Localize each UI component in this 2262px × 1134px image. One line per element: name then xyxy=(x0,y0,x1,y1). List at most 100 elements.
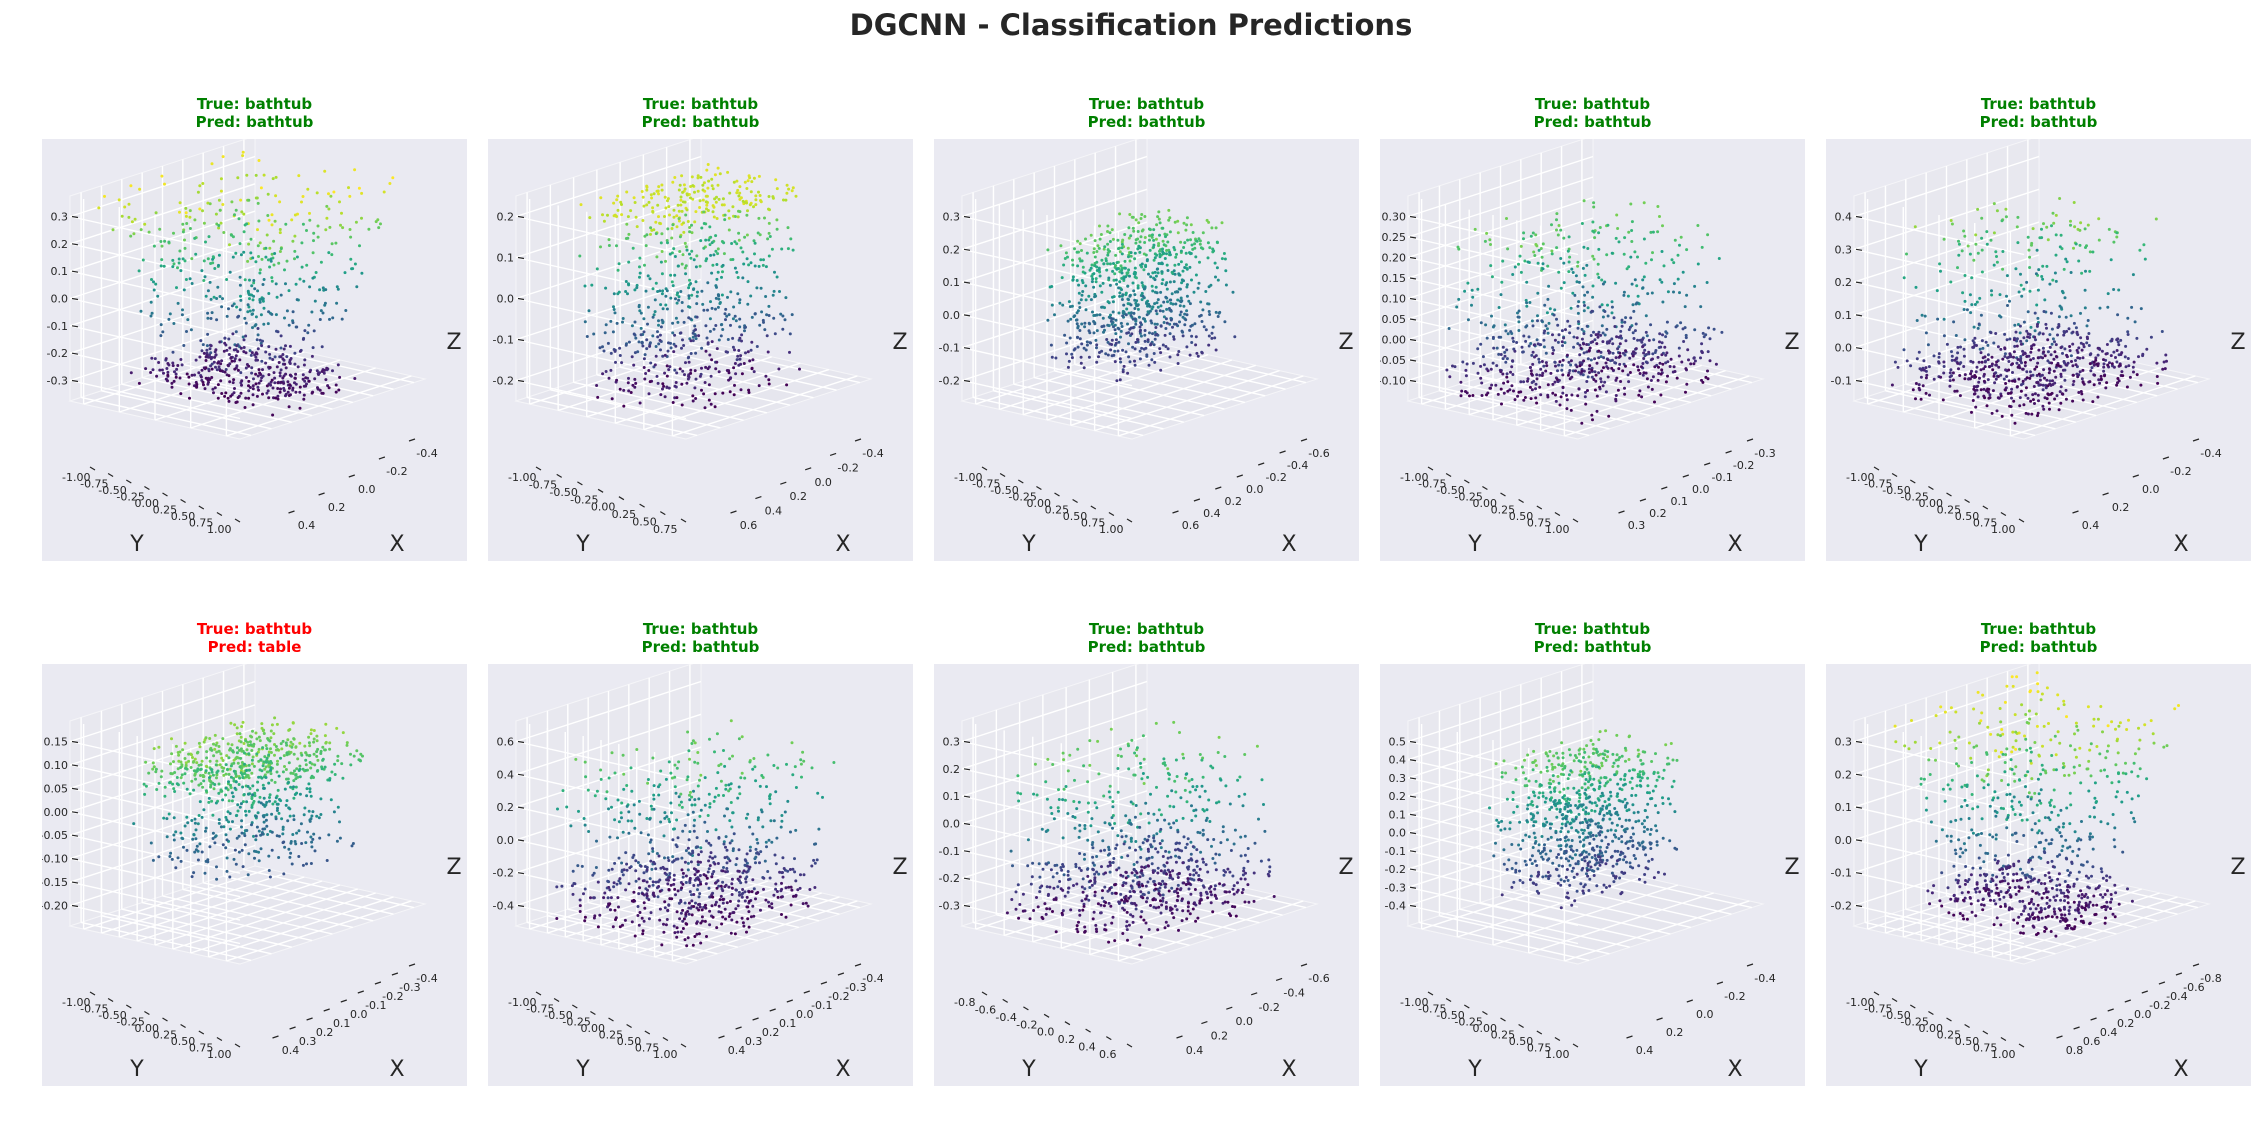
data-point xyxy=(2045,225,2049,229)
data-point xyxy=(1630,240,1634,243)
data-point xyxy=(1567,260,1571,264)
data-point xyxy=(625,190,629,194)
data-point xyxy=(662,384,666,388)
data-point xyxy=(700,346,704,350)
data-point xyxy=(254,355,258,359)
data-point xyxy=(1553,308,1557,312)
data-point xyxy=(210,162,214,166)
data-point xyxy=(190,373,194,377)
data-point xyxy=(269,772,273,776)
data-point xyxy=(1664,335,1668,339)
data-point xyxy=(2015,361,2019,365)
data-point xyxy=(1479,342,1483,346)
data-point xyxy=(239,391,243,395)
data-point xyxy=(611,330,615,334)
grid-line xyxy=(190,367,376,429)
data-point xyxy=(1211,325,1215,329)
data-point xyxy=(315,739,319,743)
data-point xyxy=(1632,337,1636,340)
data-point xyxy=(278,798,281,801)
data-point xyxy=(671,331,675,335)
data-point xyxy=(1628,371,1632,374)
data-point xyxy=(1642,237,1646,241)
data-point xyxy=(193,757,197,761)
grid-line xyxy=(1540,369,1726,432)
data-point xyxy=(601,372,605,376)
data-point xyxy=(1537,360,1541,364)
data-point xyxy=(687,360,691,364)
y-tick-mark xyxy=(1463,479,1470,484)
data-point xyxy=(681,338,684,342)
data-point xyxy=(1640,395,1644,399)
data-point xyxy=(1636,294,1640,298)
data-point xyxy=(204,366,208,370)
data-point xyxy=(1626,373,1630,377)
data-point xyxy=(1205,218,1209,222)
data-point xyxy=(1546,264,1550,268)
data-point xyxy=(1503,354,1507,358)
data-point xyxy=(1530,388,1534,392)
data-point xyxy=(630,355,634,359)
data-point xyxy=(1559,257,1563,260)
data-point xyxy=(1530,319,1534,323)
data-point xyxy=(278,228,282,231)
data-point xyxy=(1905,252,1908,256)
data-point xyxy=(1701,380,1705,384)
data-point xyxy=(190,257,194,261)
data-point xyxy=(668,213,671,217)
data-point xyxy=(1983,355,1987,359)
data-point xyxy=(1140,213,1144,216)
data-point xyxy=(657,319,660,323)
data-point xyxy=(1188,265,1192,269)
y-tick-mark xyxy=(89,466,96,471)
data-point xyxy=(1562,236,1566,240)
data-point xyxy=(1525,324,1529,328)
data-point xyxy=(680,309,684,313)
data-point xyxy=(239,346,243,350)
data-point xyxy=(209,364,213,368)
data-point xyxy=(2127,364,2131,368)
data-point xyxy=(222,773,226,777)
data-point xyxy=(1978,296,1982,300)
data-point xyxy=(767,195,771,198)
data-point xyxy=(268,875,272,879)
data-point xyxy=(1544,361,1548,365)
data-point xyxy=(2072,321,2076,325)
data-point xyxy=(1109,317,1113,320)
data-point xyxy=(2114,356,2117,359)
data-point xyxy=(220,359,224,363)
data-point xyxy=(245,800,249,804)
data-point xyxy=(1489,367,1493,371)
data-point xyxy=(178,210,181,214)
data-point xyxy=(659,393,663,397)
data-point xyxy=(1578,353,1582,357)
data-point xyxy=(1558,360,1562,364)
data-point xyxy=(333,762,337,766)
data-point xyxy=(1140,346,1144,350)
data-point xyxy=(1978,376,1981,380)
data-point xyxy=(1168,250,1172,254)
z-tick-label: 0.0 xyxy=(51,293,69,306)
data-point xyxy=(329,798,333,802)
data-point xyxy=(258,371,262,375)
data-point xyxy=(705,257,709,261)
data-point xyxy=(242,793,246,796)
data-point xyxy=(721,197,725,201)
data-point xyxy=(1532,379,1536,383)
data-point xyxy=(2026,235,2030,239)
data-point xyxy=(1971,399,1975,402)
z-tick-mark xyxy=(1409,318,1417,321)
data-point xyxy=(1583,273,1587,277)
data-point xyxy=(1588,364,1592,368)
data-point xyxy=(1144,253,1148,257)
data-point xyxy=(1642,371,1646,375)
data-point xyxy=(1607,341,1611,345)
data-point xyxy=(1532,343,1536,347)
data-point xyxy=(687,294,691,298)
data-point xyxy=(1118,294,1122,298)
data-point xyxy=(1580,222,1584,225)
data-point xyxy=(2085,335,2089,339)
data-point xyxy=(2133,320,2137,324)
data-point xyxy=(1079,355,1083,359)
data-point xyxy=(1970,303,1974,307)
